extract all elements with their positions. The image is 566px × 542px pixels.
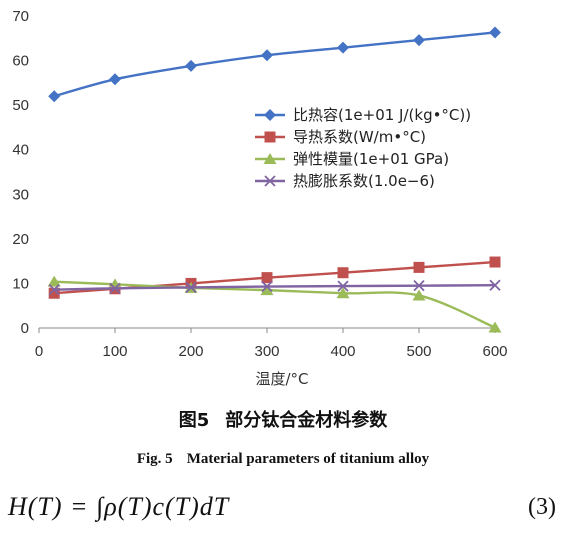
data-point [413, 34, 425, 47]
data-point [489, 279, 501, 291]
equation-number: (3) [528, 494, 556, 520]
x-tick-label: 200 [178, 343, 203, 360]
series-2 [48, 256, 501, 299]
figure-number-en: Fig. 5 [136, 451, 173, 467]
x-tick-labels: 0 100 200 300 400 500 600 [35, 328, 508, 360]
legend-item: 弹性模量(1e+01 GPa) [255, 150, 449, 168]
x-tick-label: 600 [482, 343, 507, 360]
data-point [337, 41, 349, 54]
data-point [185, 281, 197, 294]
data-point [48, 287, 60, 299]
series-layer [47, 26, 502, 333]
y-tick-label: 10 [12, 275, 29, 292]
data-point [264, 131, 276, 143]
legend-label: 比热容(1e+01 J/(kg•°C)) [293, 106, 471, 124]
data-point [488, 321, 502, 333]
data-point [337, 280, 349, 292]
data-point [264, 175, 276, 187]
y-tick-label: 30 [12, 186, 29, 203]
y-tick-label: 50 [12, 97, 29, 114]
series-line [53, 31, 496, 98]
y-tick-label: 20 [12, 231, 29, 248]
legend-label: 导热系数(W/m•°C) [293, 128, 426, 146]
data-point [109, 73, 121, 86]
series-1 [48, 26, 501, 103]
data-point [489, 26, 501, 39]
data-point [48, 90, 61, 103]
x-tick-label: 100 [102, 343, 127, 360]
y-tick-label: 0 [21, 320, 29, 337]
line-chart: 0 100 200 300 400 500 600 0 10 20 30 40 50 60 70 温度/°… [12, 8, 508, 388]
x-tick-label: 500 [406, 343, 431, 360]
y-tick-label: 60 [12, 53, 29, 70]
figure-caption-en: Fig. 5 Material parameters of titanium al… [0, 451, 566, 468]
x-axis-title: 温度/°C [255, 370, 308, 388]
data-point [108, 278, 122, 290]
legend: 比热容(1e+01 J/(kg•°C)) 导热系数(W/m•°C) 弹性模量(1e+… [255, 106, 471, 190]
x-tick-label: 400 [330, 343, 355, 360]
data-point [260, 284, 274, 296]
data-point [336, 287, 350, 299]
series-4 [48, 279, 501, 296]
data-point [412, 289, 426, 301]
equation: H(T) = ∫ρ(T)c(T)dT [8, 492, 230, 521]
data-point [261, 280, 273, 293]
data-point [261, 272, 273, 284]
data-point [413, 261, 425, 273]
data-point [264, 109, 276, 121]
figure-number-zh: 图5 [178, 410, 210, 431]
data-point [413, 280, 425, 292]
data-point [109, 282, 121, 294]
data-point [47, 275, 61, 287]
data-point [261, 49, 273, 62]
legend-label: 弹性模量(1e+01 GPa) [293, 150, 449, 168]
legend-item: 比热容(1e+01 J/(kg•°C)) [255, 106, 471, 124]
figure-title-zh: 部分钛合金材料参数 [225, 410, 388, 431]
data-point [185, 59, 197, 72]
x-tick-label: 0 [35, 343, 43, 360]
data-point [263, 153, 277, 164]
legend-item: 导热系数(W/m•°C) [255, 128, 426, 146]
data-point [337, 267, 349, 279]
legend-label: 热膨胀系数(1.0e−6) [293, 172, 435, 190]
data-point [489, 256, 501, 268]
y-tick-label: 70 [12, 8, 29, 25]
x-tick-label: 300 [254, 343, 279, 360]
y-tick-label: 40 [12, 142, 29, 159]
series-3 [47, 275, 502, 333]
figure-title-en: Material parameters of titanium alloy [186, 451, 430, 467]
legend-item: 热膨胀系数(1.0e−6) [255, 172, 435, 190]
data-point [48, 284, 60, 296]
y-tick-labels: 0 10 20 30 40 50 60 70 [12, 8, 29, 337]
figure-caption-zh: 图5 部分钛合金材料参数 [0, 406, 566, 432]
